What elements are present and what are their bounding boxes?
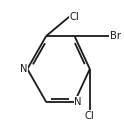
Text: Cl: Cl: [85, 111, 95, 121]
Text: Cl: Cl: [70, 12, 79, 22]
Text: Br: Br: [110, 31, 121, 41]
Text: N: N: [75, 97, 82, 107]
Text: N: N: [20, 64, 27, 74]
